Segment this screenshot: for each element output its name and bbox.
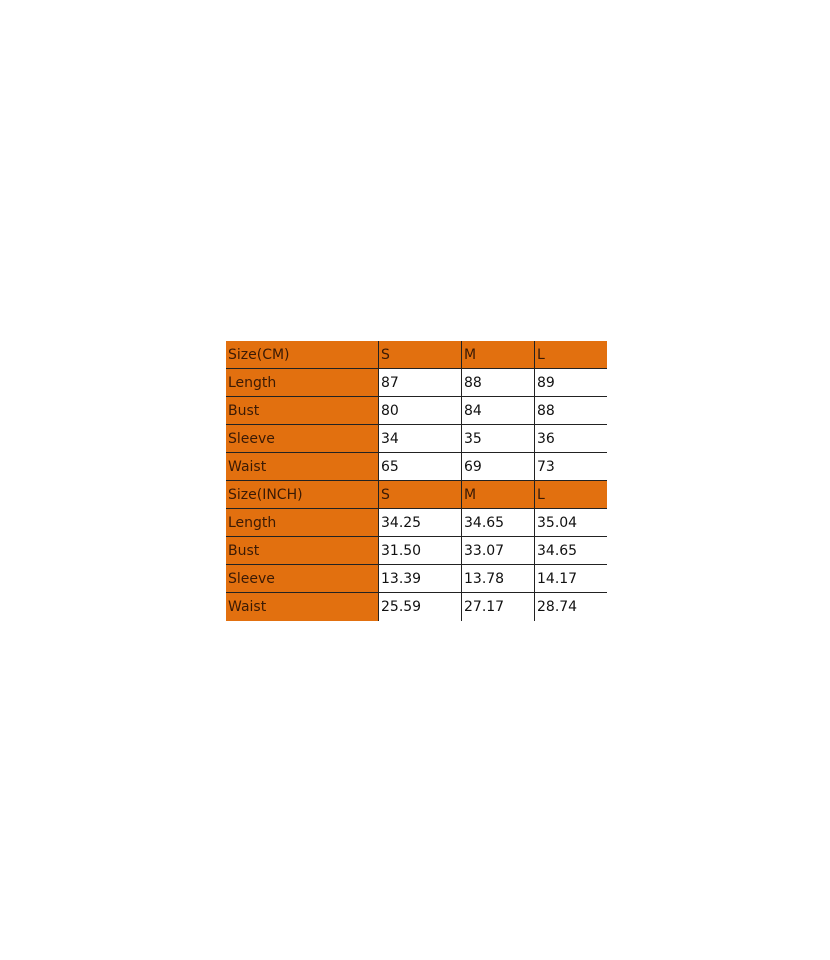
row-label: Waist	[226, 452, 379, 481]
row-label: Bust	[226, 536, 379, 565]
header-cell: S	[378, 480, 462, 509]
header-cell: Size(INCH)	[226, 480, 379, 509]
table-cell: 25.59	[378, 592, 462, 621]
table-cell: 84	[461, 396, 535, 425]
table-cell: 31.50	[378, 536, 462, 565]
table-cell: 88	[461, 368, 535, 397]
table-row: Sleeve 34 35 36	[226, 424, 607, 453]
table-cell: 73	[534, 452, 607, 481]
table-row: Waist 25.59 27.17 28.74	[226, 592, 607, 621]
table-cell: 80	[378, 396, 462, 425]
table-cell: 87	[378, 368, 462, 397]
table-cell: 27.17	[461, 592, 535, 621]
table-cell: 36	[534, 424, 607, 453]
row-label: Bust	[226, 396, 379, 425]
header-cell: L	[534, 341, 607, 369]
table-cell: 69	[461, 452, 535, 481]
table-cell: 35.04	[534, 508, 607, 537]
table-cell: 88	[534, 396, 607, 425]
row-label: Sleeve	[226, 564, 379, 593]
row-label: Waist	[226, 592, 379, 621]
table-cell: 89	[534, 368, 607, 397]
header-cell: M	[461, 480, 535, 509]
header-cell: Size(CM)	[226, 341, 379, 369]
table-cell: 35	[461, 424, 535, 453]
table-cell: 28.74	[534, 592, 607, 621]
header-cell: S	[378, 341, 462, 369]
header-row: Size(INCH) S M L	[226, 480, 607, 509]
table-cell: 65	[378, 452, 462, 481]
table-row: Sleeve 13.39 13.78 14.17	[226, 564, 607, 593]
table-row: Bust 31.50 33.07 34.65	[226, 536, 607, 565]
table-cell: 33.07	[461, 536, 535, 565]
header-cell: L	[534, 480, 607, 509]
row-label: Sleeve	[226, 424, 379, 453]
table-row: Bust 80 84 88	[226, 396, 607, 425]
table-cell: 34.65	[461, 508, 535, 537]
table-row: Length 34.25 34.65 35.04	[226, 508, 607, 537]
table-cell: 34.65	[534, 536, 607, 565]
table-cell: 34	[378, 424, 462, 453]
table-cell: 13.39	[378, 564, 462, 593]
table-row: Waist 65 69 73	[226, 452, 607, 481]
table-cell: 34.25	[378, 508, 462, 537]
header-row: Size(CM) S M L	[226, 341, 607, 369]
table-cell: 13.78	[461, 564, 535, 593]
table-row: Length 87 88 89	[226, 368, 607, 397]
row-label: Length	[226, 508, 379, 537]
row-label: Length	[226, 368, 379, 397]
table-cell: 14.17	[534, 564, 607, 593]
size-chart-table: Size(CM) S M L Length 87 88 89 Bust 80 84 88 Sleeve 3…	[226, 341, 607, 621]
header-cell: M	[461, 341, 535, 369]
